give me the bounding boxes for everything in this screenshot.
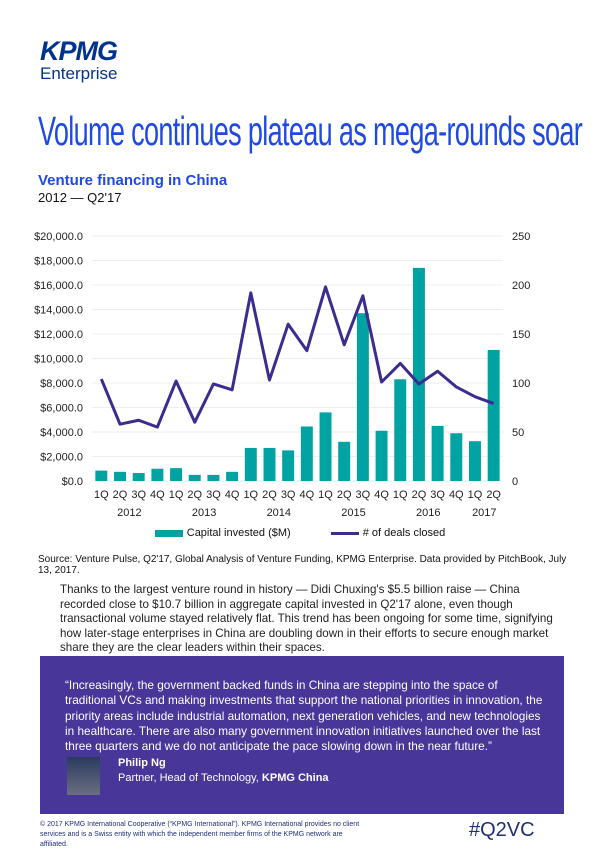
right-tick-label: 250	[512, 231, 530, 243]
legend-label: # of deals closed	[362, 527, 446, 539]
bar	[207, 474, 220, 481]
left-tick-label: $10,000.0	[34, 354, 83, 366]
year-label: 2016	[416, 507, 440, 519]
logo-sub: Enterprise	[40, 64, 118, 83]
left-tick-label: $8,000.0	[40, 378, 83, 390]
bar	[338, 441, 351, 481]
bar	[170, 468, 183, 481]
bar	[356, 313, 369, 481]
bar-swatch	[154, 529, 183, 537]
quarter-label: 3Q	[356, 489, 371, 501]
quarter-label: 2Q	[412, 489, 427, 501]
quarter-label: 4Q	[299, 489, 314, 501]
legend-item-deals: # of deals closed	[330, 527, 446, 539]
right-tick-label: 100	[512, 378, 530, 390]
left-tick-label: $16,000.0	[34, 280, 83, 292]
hashtag: #Q2VC	[469, 819, 535, 841]
quarter-label: 2Q	[486, 489, 501, 501]
quarter-label: 2Q	[187, 489, 202, 501]
bar	[263, 447, 276, 481]
kpmg-logo: KPMG Enterprise	[40, 36, 118, 84]
left-tick-label: $12,000.0	[34, 329, 83, 341]
copyright: © 2017 KPMG International Cooperative (“…	[40, 821, 360, 848]
legend-label: Capital invested ($M)	[186, 527, 291, 539]
quarter-label: 1Q	[169, 489, 184, 501]
bar	[226, 471, 239, 481]
quote-box: “Increasingly, the government backed fun…	[40, 656, 564, 814]
left-tick-label: $20,000.0	[34, 231, 83, 243]
source-note: Source: Venture Pulse, Q2'17, Global Ana…	[38, 554, 567, 576]
legend-item-capital: Capital invested ($M)	[154, 527, 291, 539]
quote-role: Partner, Head of Technology, KPMG China	[118, 772, 329, 784]
deals-line	[99, 285, 495, 429]
bar	[244, 447, 257, 481]
year-label: 2015	[341, 507, 365, 519]
line-swatch	[330, 531, 359, 535]
quote-author: Philip Ng	[118, 757, 166, 769]
quarter-label: 4Q	[449, 489, 464, 501]
bar	[450, 433, 463, 481]
year-label: 2014	[267, 507, 291, 519]
logo-brand: KPMG	[40, 36, 118, 66]
left-tick-label: $4,000.0	[40, 427, 83, 439]
page-title: Volume continues plateau as mega-rounds …	[38, 108, 583, 154]
quarter-label: 2Q	[337, 489, 352, 501]
quarter-label: 2Q	[113, 489, 128, 501]
quarter-label: 3Q	[430, 489, 445, 501]
quarter-label: 4Q	[150, 489, 165, 501]
quote-text: “Increasingly, the government backed fun…	[65, 678, 543, 754]
quarter-label: 1Q	[243, 489, 258, 501]
avatar	[67, 757, 100, 795]
chart: $0.0 $2,000.0 $4,000.0 $6,000.0 $8,000.0 $10,…	[34, 231, 530, 519]
bar	[487, 349, 500, 481]
right-tick-label: 200	[512, 280, 530, 292]
bar	[282, 450, 295, 481]
bar	[319, 412, 332, 481]
role-org: KPMG China	[261, 772, 329, 784]
left-tick-label: $6,000.0	[40, 403, 83, 415]
quarter-label: 4Q	[374, 489, 389, 501]
year-label: 2013	[192, 507, 216, 519]
quarter-label: 3Q	[281, 489, 296, 501]
left-tick-label: $0.0	[62, 476, 83, 488]
bar	[375, 430, 388, 481]
left-tick-label: $14,000.0	[34, 305, 83, 317]
quarter-label: 1Q	[318, 489, 333, 501]
quarter-label: 4Q	[225, 489, 240, 501]
right-tick-label: 150	[512, 329, 530, 341]
bar	[132, 473, 145, 481]
quarter-label: 1Q	[393, 489, 408, 501]
bar	[394, 379, 407, 481]
role-text: Partner, Head of Technology,	[118, 772, 259, 784]
bar	[188, 474, 201, 481]
bar	[468, 441, 481, 481]
right-tick-label: 50	[512, 427, 524, 439]
left-tick-label: $2,000.0	[40, 452, 83, 464]
body-text: Thanks to the largest venture round in h…	[60, 583, 553, 654]
quarter-label: 2Q	[262, 489, 277, 501]
quarter-label: 1Q	[468, 489, 483, 501]
chart-period: 2012 — Q2'17	[38, 190, 122, 205]
quarter-label: 1Q	[94, 489, 109, 501]
bar	[95, 470, 108, 481]
bar	[300, 426, 313, 481]
bar	[151, 468, 164, 481]
quarter-label: 3Q	[206, 489, 221, 501]
year-label: 2017	[472, 507, 496, 519]
chart-legend: Capital invested ($M) # of deals closed	[0, 527, 600, 539]
chart-heading: Venture financing in China	[38, 172, 228, 189]
year-label: 2012	[117, 507, 141, 519]
bar	[412, 267, 425, 481]
right-tick-label: 0	[512, 476, 518, 488]
left-tick-label: $18,000.0	[34, 256, 83, 268]
quarter-label: 3Q	[131, 489, 146, 501]
bar	[431, 425, 444, 481]
bar	[114, 471, 127, 481]
